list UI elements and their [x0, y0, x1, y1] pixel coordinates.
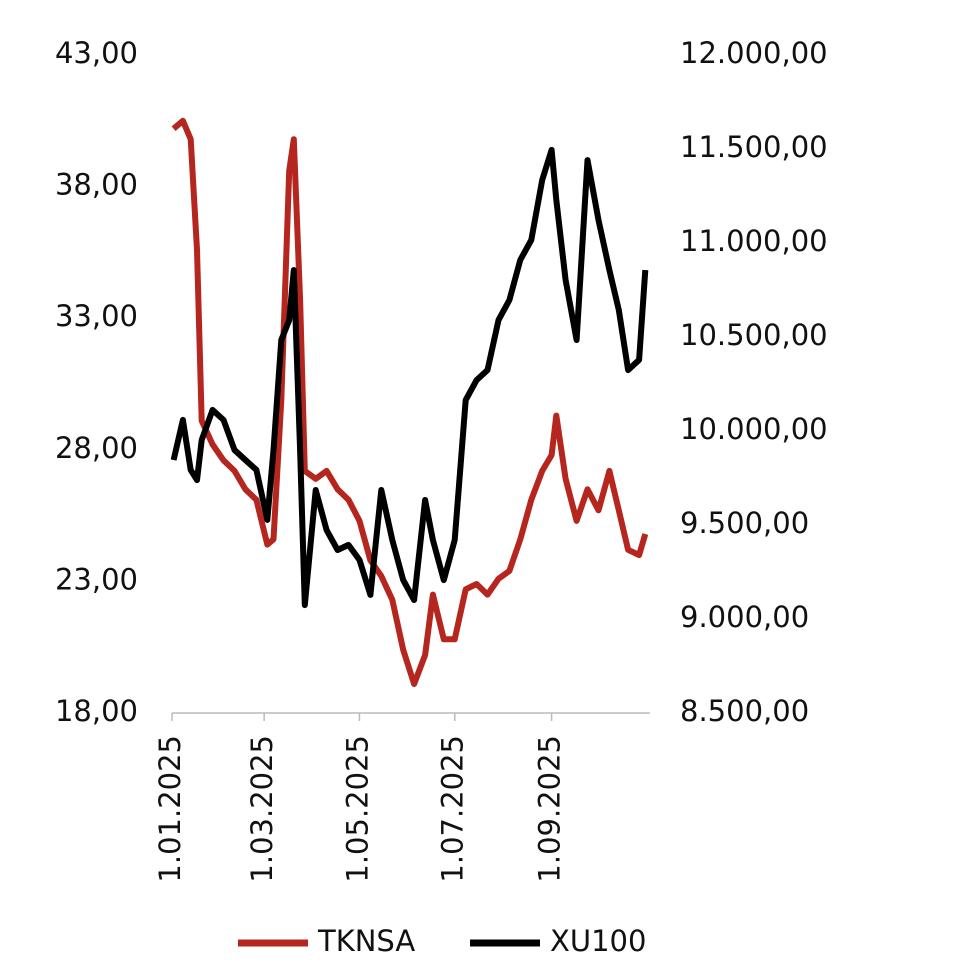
- y-tick-label: 18,00: [55, 694, 138, 728]
- legend-label: XU100: [550, 924, 646, 958]
- y-tick-label: 43,00: [55, 36, 138, 70]
- y2-tick-label: 9.000,00: [680, 600, 809, 634]
- y-tick-label: 23,00: [55, 562, 138, 596]
- series-line: [171, 117, 649, 687]
- y2-tick-label: 10.500,00: [680, 318, 828, 352]
- y-tick-label: 28,00: [55, 431, 138, 465]
- x-tick-label: 1.09.2025: [533, 735, 567, 883]
- y-tick-label: 38,00: [55, 168, 138, 202]
- y2-tick-label: 8.500,00: [680, 694, 809, 728]
- legend-label: TKNSA: [317, 924, 415, 958]
- y2-tick-label: 12.000,00: [680, 36, 828, 70]
- x-tick-label: 1.05.2025: [340, 735, 374, 883]
- x-tick-label: 1.01.2025: [153, 735, 187, 883]
- series-line: [170, 146, 649, 609]
- y2-tick-label: 11.500,00: [680, 130, 828, 164]
- x-tick-label: 1.07.2025: [436, 735, 470, 883]
- y-tick-label: 33,00: [55, 299, 138, 333]
- y2-tick-label: 9.500,00: [680, 506, 809, 540]
- x-tick-label: 1.03.2025: [245, 735, 279, 883]
- y2-tick-label: 11.000,00: [680, 224, 828, 258]
- y2-tick-label: 10.000,00: [680, 412, 828, 446]
